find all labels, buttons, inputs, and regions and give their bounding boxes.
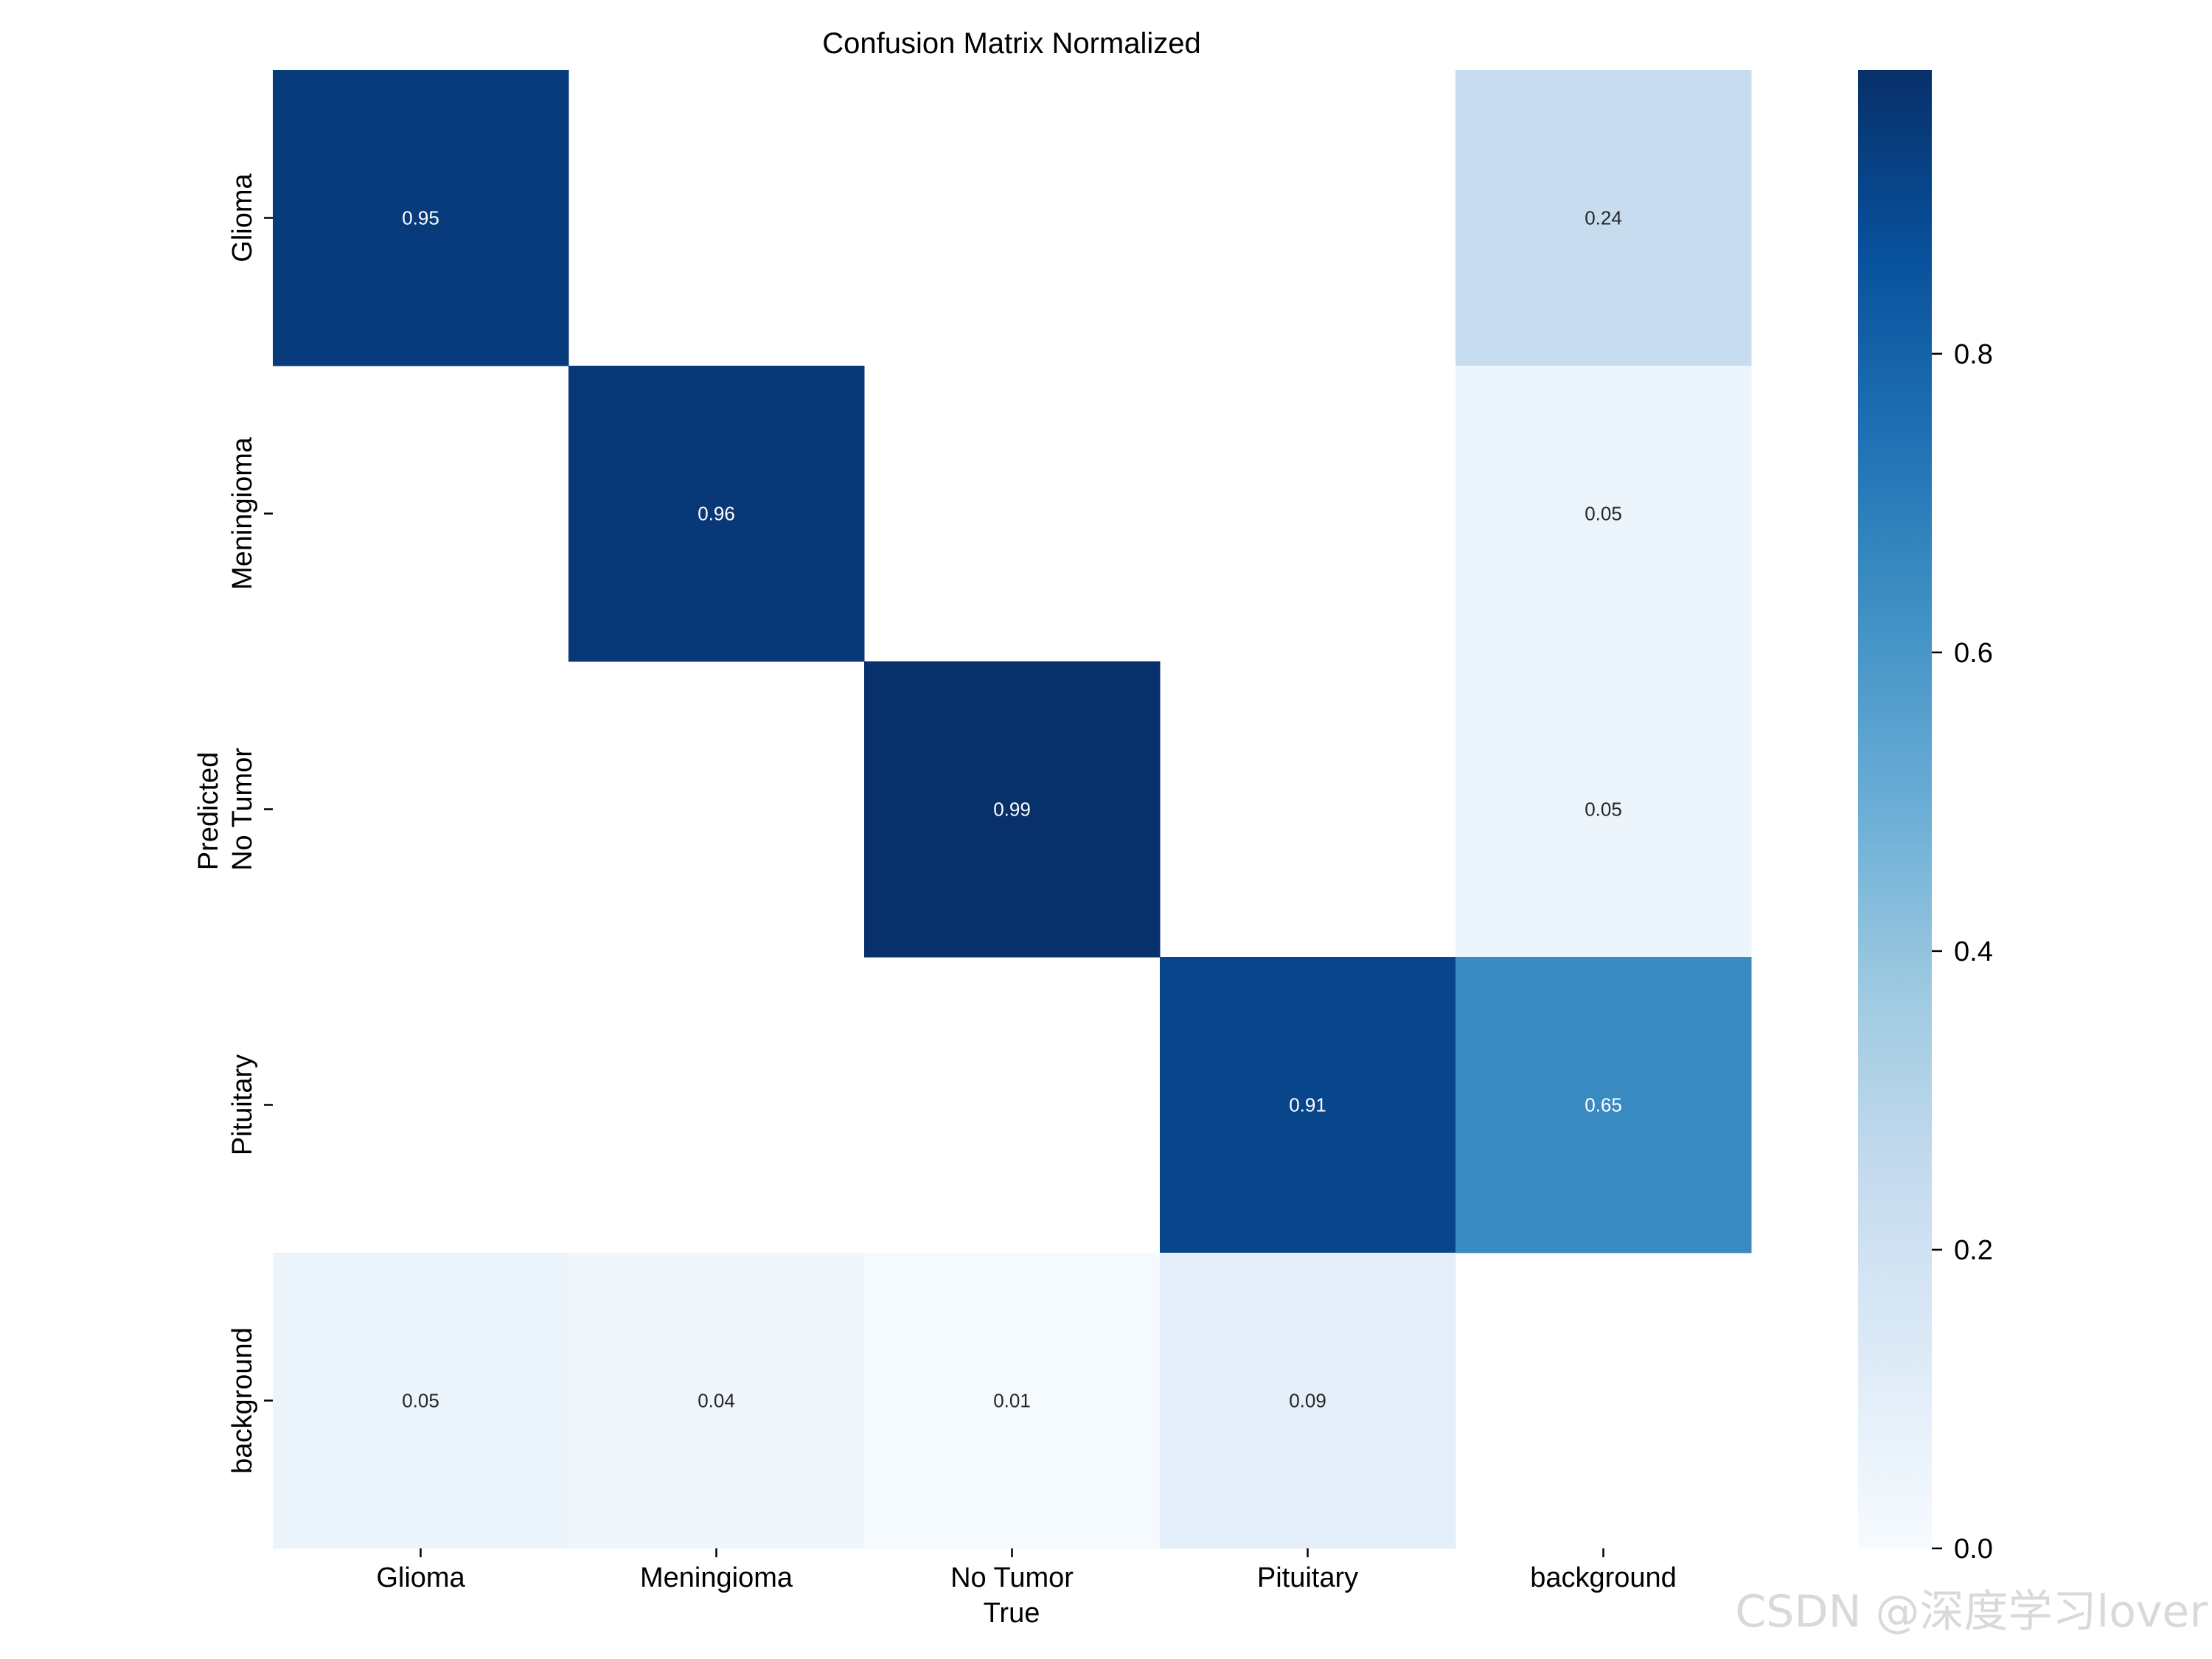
cell-value-label: 0.01 — [993, 1390, 1031, 1412]
heatmap-cell — [1160, 1253, 1456, 1549]
y-tick-label: background — [227, 1327, 258, 1474]
x-tick-label: No Tumor — [950, 1562, 1074, 1593]
heatmap-cell — [273, 70, 569, 366]
cell-value-label: 0.09 — [1289, 1390, 1326, 1412]
colorbar-tick-label: 0.4 — [1954, 936, 1993, 967]
heatmap-cell — [1455, 661, 1752, 958]
cell-value-label: 0.24 — [1585, 207, 1622, 229]
y-tick-label: Pituitary — [227, 1054, 258, 1155]
y-tick-label: Meningioma — [227, 437, 258, 590]
cell-value-label: 0.99 — [993, 799, 1031, 821]
cell-value-label: 0.96 — [698, 503, 735, 525]
heatmap-cell — [864, 1253, 1161, 1549]
y-tick-label: Glioma — [227, 173, 258, 262]
colorbar-tick-label: 0.0 — [1954, 1534, 1993, 1565]
colorbar-axis: 0.0 0.2 0.4 0.6 0.8 — [1932, 339, 1993, 1565]
y-tick-label: No Tumor — [227, 748, 258, 871]
chart-title: Confusion Matrix Normalized — [822, 27, 1201, 60]
x-tick-label: background — [1530, 1562, 1677, 1593]
x-tick-label: Pituitary — [1257, 1562, 1358, 1593]
cell-value-label: 0.95 — [402, 207, 439, 229]
heatmap-cell — [568, 366, 865, 662]
heatmap-cell-labels: 0.95 0.24 0.96 0.05 0.99 0.05 0.91 0.65 0.05 0.04… — [402, 207, 1622, 1412]
cell-value-label: 0.05 — [402, 1390, 439, 1412]
watermark: CSDN @深度学习lover — [1735, 1586, 2208, 1638]
x-tick-label: Meningioma — [640, 1562, 793, 1593]
heatmap-cell — [1455, 957, 1752, 1253]
colorbar-tick-label: 0.2 — [1954, 1235, 1993, 1266]
x-axis-label: True — [984, 1598, 1040, 1629]
colorbar — [1858, 70, 1932, 1548]
y-axis-label: Predicted — [193, 752, 224, 871]
x-axis: Glioma Meningioma No Tumor Pituitary backgro… — [376, 1548, 1677, 1593]
heatmap-cell — [273, 1253, 569, 1549]
colorbar-tick-label: 0.8 — [1954, 339, 1993, 370]
heatmap-cell — [568, 1253, 865, 1549]
cell-value-label: 0.05 — [1585, 503, 1622, 525]
cell-value-label: 0.04 — [698, 1390, 735, 1412]
heatmap-cells — [273, 70, 1752, 1549]
y-axis: Glioma Meningioma No Tumor Pituitary backgro… — [227, 173, 273, 1474]
cell-value-label: 0.05 — [1585, 799, 1622, 821]
cell-value-label: 0.91 — [1289, 1094, 1326, 1116]
heatmap-cell — [1160, 957, 1456, 1253]
heatmap-cell — [864, 661, 1161, 958]
x-tick-label: Glioma — [376, 1562, 465, 1593]
colorbar-tick-label: 0.6 — [1954, 638, 1993, 669]
cell-value-label: 0.65 — [1585, 1094, 1622, 1116]
heatmap-cell — [1455, 70, 1752, 366]
heatmap-cell — [1455, 366, 1752, 662]
